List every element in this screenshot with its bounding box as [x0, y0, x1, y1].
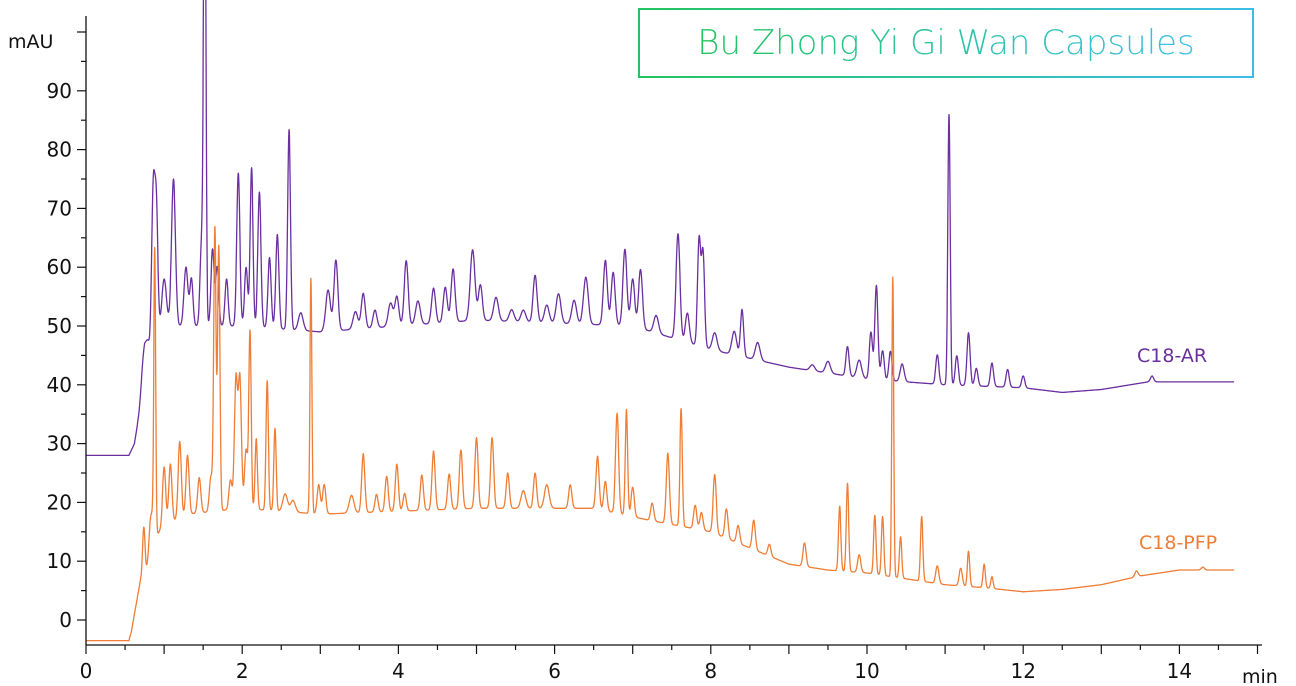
y-tick-label: 90 [47, 79, 72, 103]
series-line-c18-ar [85, 0, 1235, 457]
series-line-c18-pfp [85, 225, 1235, 642]
series-label-c18-pfp: C18-PFP [1139, 532, 1217, 554]
y-tick-label: 10 [47, 549, 72, 573]
x-tick-label: 2 [236, 659, 249, 683]
chart-title: Bu Zhong Yi Gi Wan Capsules [697, 23, 1195, 63]
y-tick-label: 40 [47, 373, 72, 397]
x-tick-label: 0 [80, 659, 93, 683]
x-tick-label: 10 [854, 659, 879, 683]
y-tick-label: 0 [59, 608, 72, 632]
x-axis-unit-label: min [1242, 666, 1278, 686]
chart-title-box: Bu Zhong Yi Gi Wan Capsules [638, 8, 1254, 78]
y-tick-label: 50 [47, 314, 72, 338]
x-tick-label: 8 [704, 659, 717, 683]
y-tick-label: 70 [47, 196, 72, 220]
x-tick-label: 6 [548, 659, 561, 683]
y-tick-label: 30 [47, 432, 72, 456]
y-tick-label: 80 [47, 138, 72, 162]
y-tick-label: 60 [47, 255, 72, 279]
y-tick-label: 20 [47, 490, 72, 514]
x-tick-label: 14 [1167, 659, 1192, 683]
series-label-c18-ar: C18-AR [1137, 345, 1207, 367]
x-tick-label: 12 [1010, 659, 1035, 683]
x-tick-label: 4 [392, 659, 405, 683]
y-axis-unit-label: mAU [8, 31, 53, 53]
